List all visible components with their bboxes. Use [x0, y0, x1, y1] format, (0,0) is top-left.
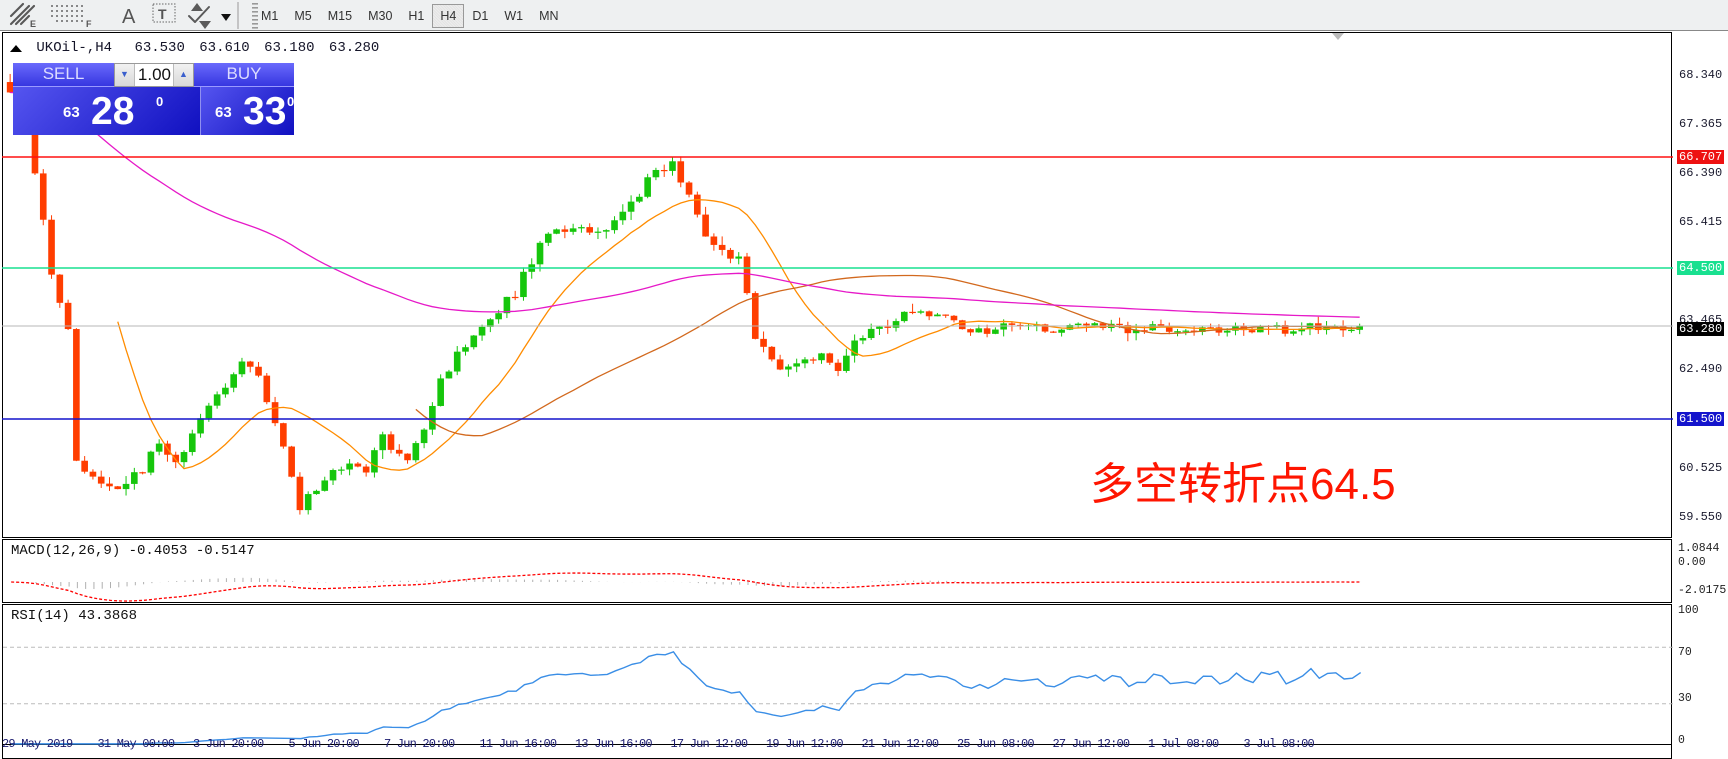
svg-text:A: A — [122, 6, 136, 28]
svg-text:E: E — [30, 19, 36, 29]
svg-text:F: F — [86, 19, 92, 29]
svg-text:T: T — [158, 6, 167, 22]
